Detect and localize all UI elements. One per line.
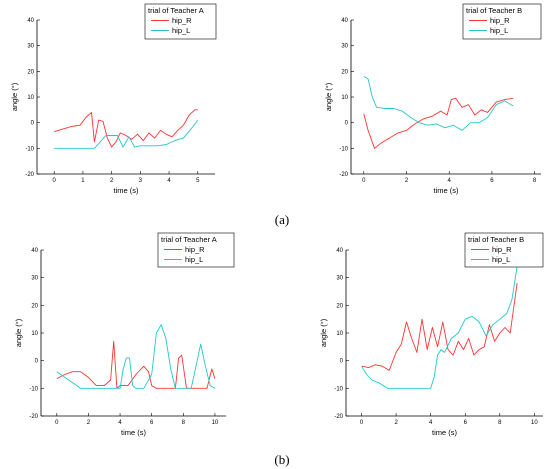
chart-2: -20 -10 0 10 20 30 40 0 2 4 6 8 time (s) angle (°) tri… [324, 3, 542, 195]
x-tick-label: 4 [429, 420, 433, 426]
legend-entry: hip_R [492, 245, 512, 254]
y-tick-label: 20 [336, 303, 343, 309]
x-tick-label: 8 [498, 420, 502, 426]
caption-b: (b) [274, 452, 289, 467]
x-tick-label: 2 [405, 178, 409, 184]
y-tick-label: 30 [27, 44, 34, 50]
y-tick-label: 10 [336, 331, 343, 337]
series-line-hip_L [361, 266, 518, 389]
legend-box [464, 232, 544, 268]
x-tick-label: 5 [196, 178, 200, 184]
y-axis-label: angle (°) [10, 82, 19, 111]
y-tick-label: 10 [341, 95, 348, 101]
y-tick-label: 0 [340, 359, 344, 365]
chart-3: -20 -10 0 10 20 30 40 0 2 4 6 8 10 time (s) angle (°) t… [14, 232, 235, 437]
y-tick-label: 30 [31, 276, 38, 282]
x-tick-label: 3 [139, 178, 143, 184]
x-tick-label: 10 [531, 420, 538, 426]
x-tick-label: 0 [360, 420, 364, 426]
caption-a: (a) [275, 212, 289, 227]
x-tick-label: 6 [464, 420, 468, 426]
y-tick-label: 40 [336, 248, 343, 254]
legend-entry: hip_R [490, 16, 510, 25]
legend-entry: hip_L [185, 255, 203, 264]
y-tick-label: -10 [29, 386, 38, 392]
x-tick-label: 8 [533, 178, 537, 184]
y-axis-label: angle (°) [319, 318, 328, 347]
y-tick-label: 40 [341, 18, 348, 24]
y-axis-label: angle (°) [324, 82, 333, 111]
legend-title: trial of Teacher B [466, 6, 522, 15]
y-tick-label: 40 [31, 248, 38, 254]
x-tick-label: 2 [87, 420, 91, 426]
x-tick-label: 4 [118, 420, 122, 426]
series-line-hip_R [363, 97, 514, 149]
y-tick-label: 10 [27, 95, 34, 101]
x-tick-label: 6 [150, 420, 154, 426]
legend-box [157, 232, 235, 268]
legend-entry: hip_L [490, 26, 508, 35]
x-tick-label: 2 [110, 178, 114, 184]
x-axis-label: time (s) [114, 186, 140, 195]
y-tick-label: -10 [334, 386, 343, 392]
y-tick-label: 10 [31, 331, 38, 337]
y-tick-label: 0 [35, 359, 39, 365]
y-tick-label: 30 [341, 44, 348, 50]
legend-entry: hip_R [172, 16, 192, 25]
y-tick-label: -20 [339, 172, 348, 178]
series-line-hip_R [54, 109, 198, 148]
y-tick-label: -10 [339, 146, 348, 152]
legend-entry: hip_L [172, 26, 190, 35]
series-line-hip_L [56, 324, 216, 389]
x-tick-label: 6 [490, 178, 494, 184]
legend-entry: hip_L [492, 255, 510, 264]
legend-box [144, 3, 217, 40]
legend-title: trial of Teacher A [148, 6, 204, 15]
x-tick-label: 0 [53, 178, 57, 184]
x-axis-label: time (s) [432, 428, 458, 437]
x-axis-label: time (s) [121, 428, 147, 437]
y-tick-label: -20 [29, 414, 38, 420]
y-tick-label: 20 [31, 303, 38, 309]
x-tick-label: 0 [362, 178, 366, 184]
series-line-hip_R [56, 340, 216, 389]
y-tick-label: 20 [27, 69, 34, 75]
x-tick-label: 2 [394, 420, 398, 426]
x-tick-label: 1 [81, 178, 85, 184]
x-tick-label: 8 [182, 420, 186, 426]
series-line-hip_R [361, 283, 518, 371]
legend-title: trial of Teacher B [468, 235, 524, 244]
x-tick-label: 10 [212, 420, 219, 426]
y-tick-label: 20 [341, 69, 348, 75]
y-axis-label: angle (°) [14, 318, 23, 347]
y-tick-label: 0 [31, 121, 35, 127]
y-tick-label: 40 [27, 18, 34, 24]
legend-title: trial of Teacher A [161, 235, 217, 244]
x-axis-label: time (s) [434, 186, 460, 195]
series-line-hip_L [363, 76, 514, 131]
y-tick-label: -20 [25, 172, 34, 178]
x-tick-label: 4 [167, 178, 171, 184]
chart-1: -20 -10 0 10 20 30 40 0 1 2 3 4 5 time (s) angle (°) tr… [10, 3, 217, 195]
y-tick-label: -10 [25, 146, 34, 152]
legend-entry: hip_R [185, 245, 205, 254]
y-tick-label: 30 [336, 276, 343, 282]
series-line-hip_L [54, 119, 199, 149]
legend-box [462, 3, 542, 40]
chart-4: -20 -10 0 10 20 30 40 0 2 4 6 8 10 time (s) angle (°) t… [319, 232, 544, 437]
y-tick-label: 0 [345, 121, 349, 127]
y-tick-label: -20 [334, 414, 343, 420]
x-tick-label: 4 [448, 178, 452, 184]
x-tick-label: 0 [55, 420, 59, 426]
